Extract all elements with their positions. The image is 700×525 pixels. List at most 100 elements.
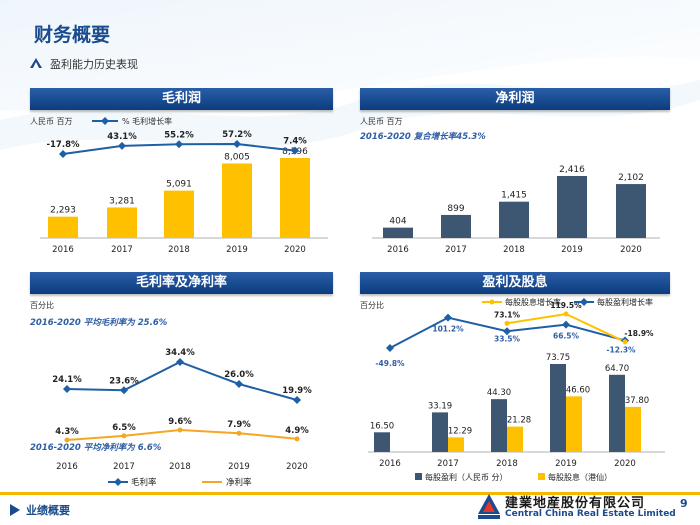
eps-bar-2019 xyxy=(550,364,566,452)
net-bar-2019 xyxy=(557,176,587,238)
eps-bar-2020 xyxy=(609,374,625,452)
legend-eps-growth-marker xyxy=(580,298,588,306)
eps-dividend-chart: 16.50 33.19 44.30 73.75 64.70 12.29 21.28 46.60… xyxy=(368,297,665,482)
gross-margin-label-2020: 19.9% xyxy=(282,386,312,396)
net-bar-2020 xyxy=(616,184,646,238)
gross-bar-2019 xyxy=(222,163,252,238)
net-bar-label-2016: 404 xyxy=(389,217,406,227)
margin-tick-2018: 2018 xyxy=(169,462,191,472)
eps-tick-2019: 2019 xyxy=(555,459,577,469)
gross-margin-label-2017: 23.6% xyxy=(109,376,139,386)
page-number: 9 xyxy=(680,497,688,510)
eps-tick-2016: 2016 xyxy=(379,459,401,469)
company-logo-icon xyxy=(478,494,500,519)
net-profit-chart: 404 2016 899 2017 1,415 2018 2,416 2019 2,102 202… xyxy=(372,165,660,255)
eps-tick-2017: 2017 xyxy=(437,459,459,469)
gross-tick-2018: 2018 xyxy=(168,245,190,255)
margin-tick-2019: 2019 xyxy=(228,462,250,472)
gross-growth-label-2016: -17.8% xyxy=(46,140,79,150)
legend-dps-growth-label: 每股股息增长率 xyxy=(505,297,561,307)
legend-eps-label: 每股盈利（人民币 分） xyxy=(425,472,508,482)
net-bar-label-2019: 2,416 xyxy=(559,165,585,175)
dps-bar-2017 xyxy=(448,437,464,452)
footer-bar xyxy=(0,492,700,525)
net-bar-2017 xyxy=(441,214,471,238)
gross-bar-2016 xyxy=(48,216,78,238)
net-cagr-note: 2016-2020 复合增长率45.3% xyxy=(360,132,486,142)
eps-growth-point-2017 xyxy=(444,313,452,322)
dps-bar-2019 xyxy=(566,396,582,452)
eps-growth-label-2020: -12.3% xyxy=(606,345,636,354)
gross-margin-point-2016 xyxy=(63,384,71,393)
dps-growth-label-2018: 73.1% xyxy=(494,310,521,319)
margin-unit-label: 百分比 xyxy=(30,301,54,310)
eps-growth-label-2016: -49.8% xyxy=(375,359,405,368)
gross-tick-2020: 2020 xyxy=(284,245,306,255)
margin-tick-2017: 2017 xyxy=(113,462,135,472)
margin-chart: 24.1% 23.6% 34.4% 26.0% 19.9% 4.3% 6.5% 9.6% 7.9… xyxy=(52,348,312,488)
net-margin-label-2017: 6.5% xyxy=(112,423,136,433)
legend-gross-margin-marker xyxy=(114,478,122,486)
dps-growth-point-2020 xyxy=(622,339,628,345)
eps-bar-label-2018: 44.30 xyxy=(487,388,511,398)
gross-growth-label-2020: 7.4% xyxy=(283,137,307,147)
gross-bar-2018 xyxy=(164,190,194,238)
legend-dps-swatch xyxy=(538,473,545,480)
eps-dividend-banner: 盈利及股息 xyxy=(360,272,670,294)
eps-bar-2017 xyxy=(432,412,448,452)
net-bar-2016 xyxy=(383,227,413,238)
dps-bar-label-2018: 21.28 xyxy=(507,416,531,426)
triangle-bullet-icon xyxy=(30,58,42,68)
gross-margin-point-2017 xyxy=(120,386,128,395)
gross-bar-label-2019: 8,005 xyxy=(224,153,250,163)
gross-bar-label-2017: 3,281 xyxy=(109,196,135,206)
eps-growth-point-2016 xyxy=(386,344,394,352)
net-tick-2019: 2019 xyxy=(561,245,583,255)
gross-growth-point-2017 xyxy=(118,141,126,150)
net-margin-point-2016 xyxy=(64,437,70,443)
eps-unit-label: 百分比 xyxy=(360,301,384,310)
eps-growth-label-2017: 101.2% xyxy=(432,325,464,334)
net-bar-2018 xyxy=(499,201,529,238)
legend-dps-growth-marker xyxy=(489,299,495,305)
legend-gross-margin-label: 毛利率 xyxy=(131,477,157,488)
net-margin-label-2020: 4.9% xyxy=(285,426,309,436)
gross-growth-point-2016 xyxy=(59,150,67,158)
eps-bar-2018 xyxy=(491,399,507,452)
legend-net-margin-label: 净利率 xyxy=(226,477,252,488)
legend-eps-swatch xyxy=(415,473,422,480)
gross-margin-point-2018 xyxy=(176,358,184,366)
page-subtitle: 盈利能力历史表现 xyxy=(50,58,138,71)
net-margin-point-2018 xyxy=(177,427,183,433)
net-tick-2018: 2018 xyxy=(503,245,525,255)
net-bar-label-2020: 2,102 xyxy=(618,173,644,183)
company-name-cn: 建業地産股份有限公司 xyxy=(505,496,646,511)
net-unit-label: 人民币 百万 xyxy=(360,117,403,126)
legend-eps-growth-label: 每股盈利增长率 xyxy=(597,297,653,307)
gross-margin-point-2019 xyxy=(235,380,243,389)
company-name-en: Central China Real Estate Limited xyxy=(505,509,676,519)
net-bar-label-2017: 899 xyxy=(447,204,464,214)
eps-bar-label-2019: 73.75 xyxy=(546,353,570,363)
gross-bar-2020 xyxy=(280,158,310,238)
eps-growth-point-2018 xyxy=(503,327,511,336)
net-margin-label-2016: 4.3% xyxy=(55,427,79,437)
dps-bar-2018 xyxy=(507,426,523,452)
page-title: 财务概要 xyxy=(34,24,111,46)
dps-bar-label-2019: 46.60 xyxy=(566,385,590,395)
gross-bar-label-2018: 5,091 xyxy=(166,180,192,190)
gross-growth-point-2020 xyxy=(291,146,299,155)
eps-growth-label-2019: 66.5% xyxy=(553,332,580,341)
gross-bar-label-2016: 2,293 xyxy=(50,206,76,216)
dps-growth-label-2020: -18.9% xyxy=(624,329,654,338)
gross-legend-line-icon xyxy=(92,117,118,125)
net-margin-point-2020 xyxy=(294,436,300,442)
dps-bar-2020 xyxy=(625,406,641,452)
gross-growth-label-2017: 43.1% xyxy=(107,132,137,142)
gross-margin-label-2019: 26.0% xyxy=(224,370,254,380)
margin-banner: 毛利率及净利率 xyxy=(30,272,333,294)
legend-dps-label: 每股股息（港仙） xyxy=(548,472,612,482)
eps-bar-label-2020: 64.70 xyxy=(605,364,629,374)
net-tick-2016: 2016 xyxy=(387,245,409,255)
